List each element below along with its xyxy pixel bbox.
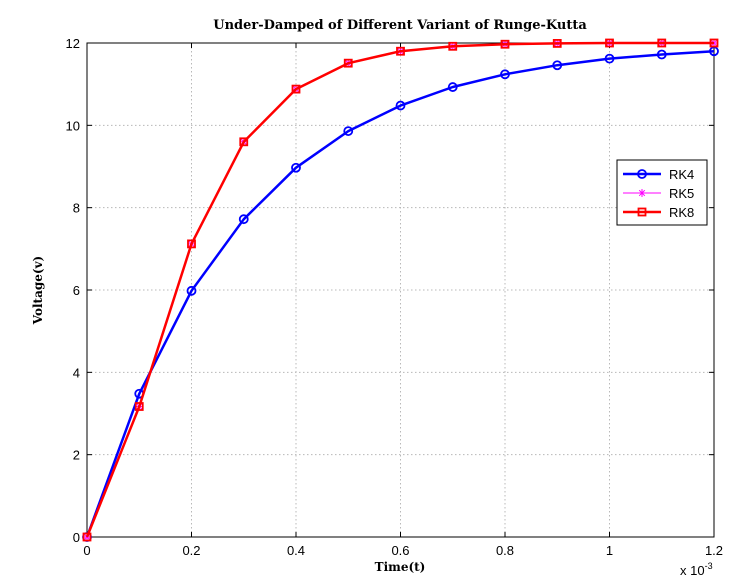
x-multiplier: x 10-3 [680,561,713,578]
data-point-rk4 [656,49,667,60]
grid-layer [87,43,714,537]
data-point-rk8 [187,239,196,249]
data-point-rk4 [343,126,354,136]
data-point-rk8 [239,137,249,147]
data-point-rk8 [396,46,405,56]
legend-label-rk5: RK5 [669,186,694,201]
series-line-rk4 [85,49,715,538]
data-point-rk8 [552,39,562,48]
data-point-rk8 [500,39,510,49]
series-line-rk8 [85,41,714,538]
x-multiplier-exponent: -3 [705,561,713,571]
series-rk4 [82,46,719,542]
y-tick-label: 12 [66,36,80,51]
data-point-rk4 [395,100,406,111]
data-point-rk4 [291,162,301,173]
data-point-rk4 [552,60,563,71]
y-tick-label: 8 [73,201,80,216]
data-point-rk4 [186,285,197,296]
x-tick-label: 1 [606,543,613,558]
x-multiplier-base: x 10 [680,563,705,578]
series-layer [82,38,719,542]
y-tick-label: 6 [73,283,80,298]
x-tick-label: 0 [83,543,90,558]
data-point-rk4 [500,69,510,80]
legend-item-rk5: RK5 [623,186,694,201]
x-axis-label: Time(t) [375,560,426,574]
x-tick-label: 0.6 [391,543,409,558]
data-point-rk8 [134,402,144,411]
data-point-rk8 [291,84,301,94]
series-rk8 [82,38,719,542]
legend-label-rk4: RK4 [669,167,694,182]
legend-item-rk4: RK4 [623,167,694,182]
x-tick-label: 1.2 [705,543,723,558]
legend-label-rk8: RK8 [669,205,694,220]
data-point-rk4 [238,214,249,225]
data-point-rk8 [657,38,667,48]
y-tick-label: 0 [73,530,80,545]
y-tick-label: 4 [73,365,80,380]
legend-marker-rk5 [638,189,646,197]
ticks-layer: 0 0.2 0.4 0.6 0.8 1 1.2 0 2 4 6 8 10 12 [66,36,724,558]
legend: RK4 RK5 RK8 [616,159,708,226]
y-axis-label: Voltage(v) [31,256,45,325]
data-point-rk8 [343,58,353,68]
chart-title: Under-Damped of Different Variant of Run… [213,18,587,33]
data-point-rk8 [605,38,614,48]
x-tick-label: 0.4 [287,543,305,558]
legend-item-rk8: RK8 [623,205,694,220]
legend-marker-rk8 [637,207,647,217]
legend-marker-rk4 [637,169,647,179]
y-tick-label: 10 [66,118,80,133]
x-tick-label: 0.8 [496,543,514,558]
data-point-rk8 [709,38,719,48]
y-tick-label: 2 [73,448,80,463]
data-point-rk4 [604,53,615,64]
x-tick-label: 0.2 [182,543,200,558]
data-point-rk8 [82,532,92,542]
data-point-rk8 [448,41,458,51]
data-point-rk4 [447,82,458,92]
